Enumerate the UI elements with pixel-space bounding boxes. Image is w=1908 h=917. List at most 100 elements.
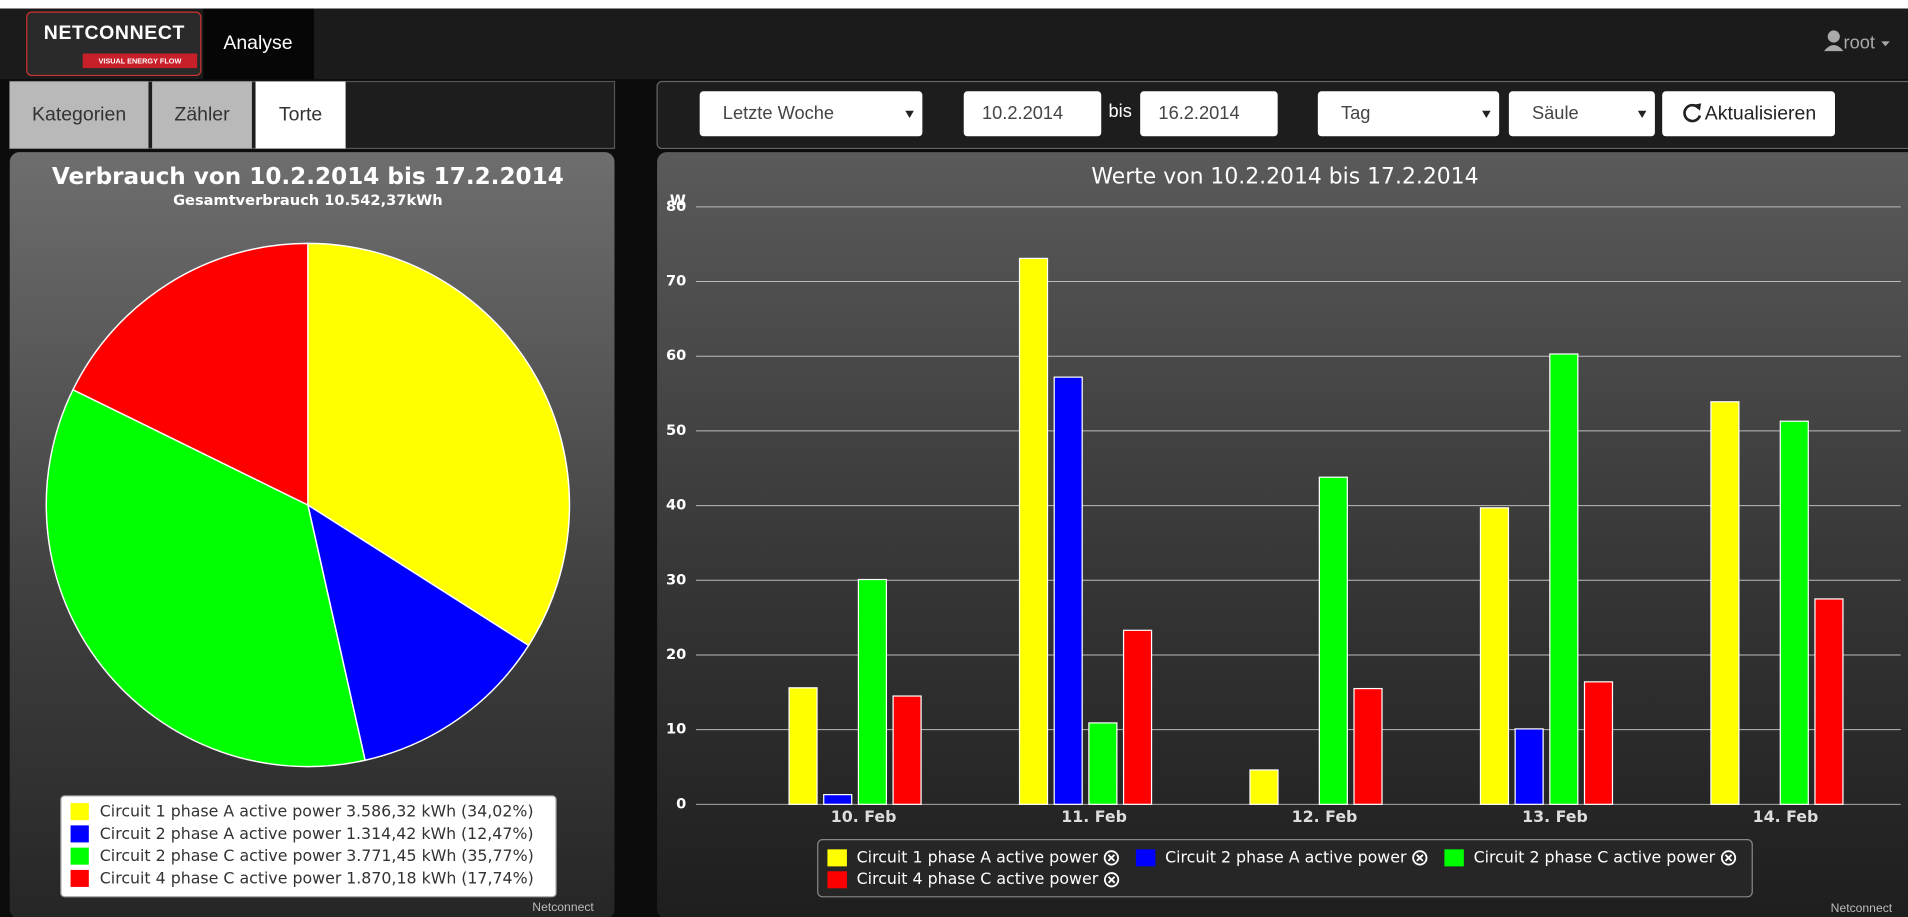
select-caret — [905, 110, 914, 119]
remove-icon[interactable] — [1103, 850, 1119, 866]
select-interval[interactable] — [1317, 91, 1500, 137]
legend-text: Circuit 4 phase C active power — [100, 868, 342, 887]
bar — [1479, 507, 1510, 805]
bar — [1583, 681, 1614, 805]
select-caret — [1637, 110, 1647, 119]
legend-text: 3.586,32 kWh — [346, 801, 456, 820]
bar — [1710, 401, 1740, 805]
legend-swatch — [827, 849, 847, 867]
bar — [1053, 376, 1083, 805]
tab-active[interactable] — [255, 81, 346, 149]
legend-swatch — [70, 869, 89, 887]
pie-slice — [307, 242, 571, 647]
x-tick-label: 14. Feb — [1753, 807, 1819, 826]
y-tick-label: 80 — [666, 198, 686, 215]
pie-subtitle: Gesamtverbrauch 10.542,37kWh — [173, 192, 443, 209]
legend-item[interactable]: Circuit 4 phase C active power — [827, 869, 1120, 889]
bar — [1088, 722, 1118, 805]
legend-text: 1.870,18 kWh — [346, 868, 456, 887]
pie-title: Verbrauch von 10.2.2014 bis 17.2.2014 — [52, 164, 564, 190]
remove-icon[interactable] — [1103, 872, 1120, 888]
refresh-icon — [1693, 103, 1702, 111]
legend-entry: Circuit 4 phase C active power 1.870,18 k… — [100, 868, 534, 887]
select-style[interactable] — [1508, 91, 1655, 137]
select-period[interactable] — [699, 91, 923, 137]
y-tick-label: 60 — [666, 347, 686, 364]
bar — [1549, 353, 1579, 805]
pie-legend — [60, 795, 557, 898]
select-label: Letzte Woche — [723, 102, 834, 123]
credit: Netconnect — [1831, 901, 1893, 915]
input-value: 10.2.2014 — [982, 102, 1063, 123]
refresh-icon — [1683, 103, 1702, 123]
pie-slice — [306, 503, 530, 762]
legend-text: (12,47%) — [461, 823, 534, 842]
legend-text: (35,77%) — [461, 846, 534, 865]
bar — [788, 687, 818, 805]
y-tick-label: 10 — [666, 721, 686, 738]
select-label: Säule — [1532, 102, 1579, 123]
legend-swatch — [70, 847, 89, 865]
bar — [1514, 728, 1544, 805]
credit: Netconnect — [532, 900, 594, 914]
bar — [892, 695, 922, 805]
pie-slice — [72, 242, 309, 507]
legend-swatch — [827, 871, 847, 889]
remove-icon[interactable] — [1412, 850, 1428, 866]
user-menu[interactable]: root — [1824, 30, 1890, 53]
bar-title: Werte von 10.2.2014 bis 17.2.2014 — [1091, 165, 1478, 190]
x-tick-label: 11. Feb — [1061, 807, 1127, 826]
bar — [1018, 257, 1049, 805]
tab-label: Kategorien — [32, 104, 126, 126]
x-tick-label: 12. Feb — [1292, 807, 1358, 826]
user-name: root — [1843, 32, 1874, 53]
legend-item[interactable]: Circuit 2 phase A active power — [1135, 847, 1428, 867]
x-tick-label: 13. Feb — [1522, 807, 1588, 826]
y-axis-label: W — [670, 192, 686, 209]
pie-slice — [45, 388, 366, 768]
bar-legend — [817, 839, 1753, 898]
button-label: Aktualisieren — [1705, 103, 1816, 125]
legend-label: Circuit 4 phase C active power — [857, 869, 1099, 888]
input-to[interactable] — [1140, 91, 1278, 137]
nav-tab-active[interactable] — [203, 8, 314, 80]
legend-entry: Circuit 1 phase A active power 3.586,32 k… — [100, 801, 534, 820]
x-tick-label: 10. Feb — [831, 807, 897, 826]
y-tick-label: 0 — [676, 795, 686, 812]
legend-text: 1.314,42 kWh — [346, 823, 456, 842]
remove-icon[interactable] — [1720, 850, 1737, 866]
legend-text: (34,02%) — [461, 801, 534, 820]
legend-text: 3.771,45 kWh — [346, 846, 456, 865]
logo-text: NETCONNECT — [44, 22, 185, 44]
select-label: Tag — [1341, 102, 1370, 123]
legend-label: Circuit 1 phase A active power — [857, 847, 1099, 866]
legend-swatch — [1135, 849, 1156, 867]
tab-label: Zähler — [174, 104, 230, 126]
tab[interactable] — [9, 81, 149, 149]
y-tick-label: 50 — [666, 422, 686, 439]
legend-text: (17,74%) — [461, 868, 534, 887]
legend-item[interactable]: Circuit 1 phase A active power — [827, 847, 1119, 867]
legend-entry: Circuit 2 phase A active power 1.314,42 k… — [100, 823, 534, 842]
remove-icon — [1724, 854, 1733, 862]
y-tick-label: 70 — [666, 273, 686, 290]
legend-swatch — [70, 825, 89, 843]
bar — [1779, 420, 1809, 805]
refresh-button[interactable] — [1662, 91, 1835, 137]
logo-tagline: VISUAL ENERGY FLOW — [99, 56, 182, 65]
y-tick-label: 20 — [666, 646, 686, 663]
select-caret — [1482, 110, 1491, 119]
input-from[interactable] — [963, 91, 1102, 137]
bar — [857, 578, 888, 805]
tab[interactable] — [152, 81, 252, 149]
logo[interactable]: NETCONNECT VISUAL ENERGY FLOW — [26, 11, 202, 77]
legend-entry: Circuit 2 phase C active power 3.771,45 k… — [100, 846, 534, 865]
legend-item[interactable]: Circuit 2 phase C active power — [1444, 847, 1737, 867]
legend-label: Circuit 2 phase C active power — [1474, 847, 1716, 866]
tab-label: Torte — [279, 104, 322, 126]
remove-icon — [1416, 854, 1424, 862]
bar — [1249, 769, 1279, 805]
legend-text: Circuit 2 phase C active power — [100, 846, 342, 865]
legend-text: Circuit 1 phase A active power — [100, 801, 342, 820]
